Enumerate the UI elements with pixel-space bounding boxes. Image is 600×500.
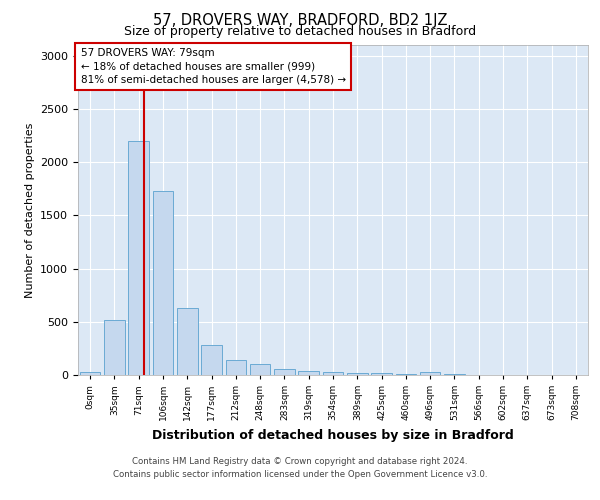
- Bar: [128, 141, 149, 375]
- Bar: [152, 191, 173, 375]
- Text: Contains HM Land Registry data © Crown copyright and database right 2024.: Contains HM Land Registry data © Crown c…: [132, 458, 468, 466]
- Bar: [201, 345, 222, 375]
- Text: 57, DROVERS WAY, BRADFORD, BD2 1JZ: 57, DROVERS WAY, BRADFORD, BD2 1JZ: [153, 12, 447, 28]
- Bar: [420, 372, 440, 375]
- X-axis label: Distribution of detached houses by size in Bradford: Distribution of detached houses by size …: [152, 428, 514, 442]
- Bar: [444, 374, 465, 375]
- Bar: [274, 368, 295, 375]
- Bar: [226, 360, 246, 375]
- Text: Size of property relative to detached houses in Bradford: Size of property relative to detached ho…: [124, 25, 476, 38]
- Text: Contains public sector information licensed under the Open Government Licence v3: Contains public sector information licen…: [113, 470, 487, 479]
- Bar: [250, 364, 271, 375]
- Bar: [323, 372, 343, 375]
- Y-axis label: Number of detached properties: Number of detached properties: [25, 122, 35, 298]
- Bar: [347, 373, 368, 375]
- Bar: [395, 374, 416, 375]
- Bar: [371, 374, 392, 375]
- Bar: [177, 308, 197, 375]
- Bar: [80, 372, 100, 375]
- Bar: [298, 370, 319, 375]
- Bar: [104, 320, 125, 375]
- Text: 57 DROVERS WAY: 79sqm
← 18% of detached houses are smaller (999)
81% of semi-det: 57 DROVERS WAY: 79sqm ← 18% of detached …: [80, 48, 346, 84]
